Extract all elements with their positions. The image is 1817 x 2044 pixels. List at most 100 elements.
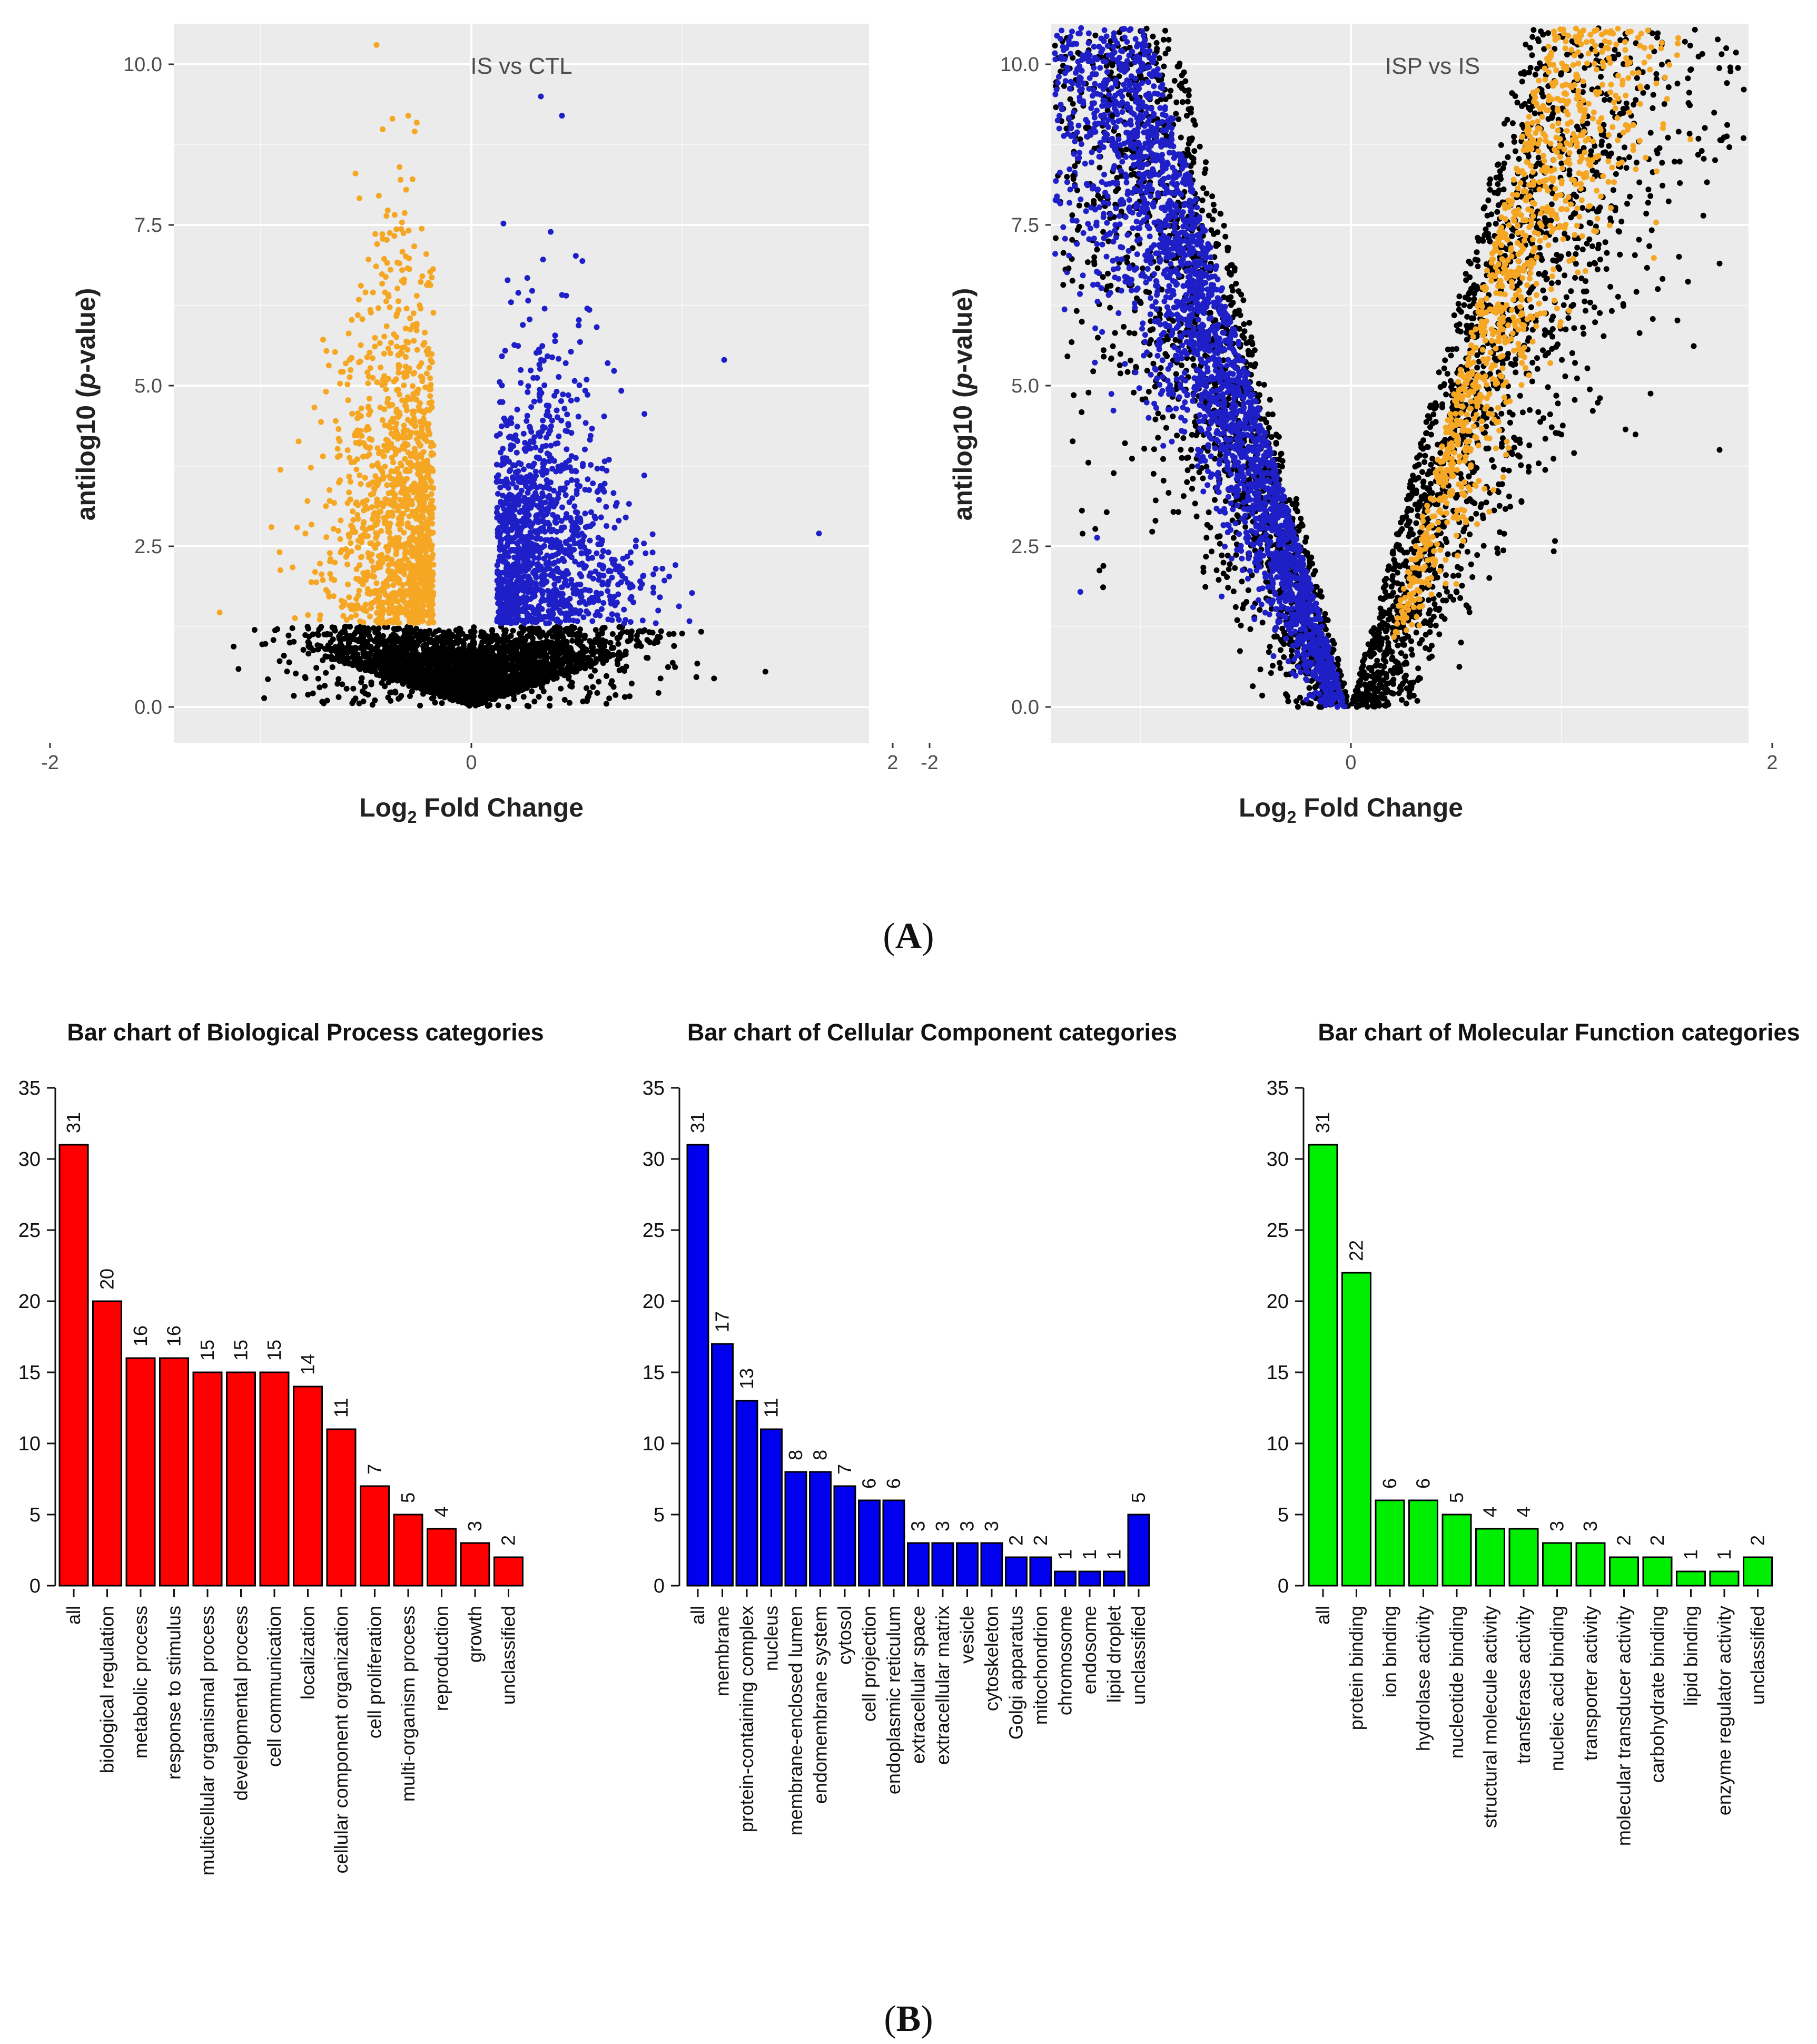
point-significant-orange	[418, 593, 424, 598]
point-not-significant	[655, 690, 661, 696]
point-not-significant	[381, 675, 387, 682]
point-significant-orange	[348, 614, 354, 621]
point-significant-orange	[376, 193, 382, 199]
point-not-significant	[366, 644, 372, 650]
point-significant-orange	[382, 289, 388, 296]
point-significant-blue	[505, 277, 511, 283]
point-significant-orange	[292, 615, 298, 621]
point-not-significant	[679, 631, 685, 637]
point-significant-orange	[369, 355, 376, 361]
point-significant-orange	[358, 413, 364, 419]
point-significant-blue	[586, 573, 592, 579]
point-significant-orange	[378, 609, 384, 615]
point-significant-orange	[356, 359, 362, 366]
point-significant-blue	[542, 425, 548, 431]
point-not-significant	[371, 646, 378, 652]
point-not-significant	[265, 676, 271, 682]
point-significant-blue	[614, 612, 620, 618]
point-significant-blue	[633, 543, 639, 549]
point-significant-orange	[391, 537, 397, 543]
point-not-significant	[544, 679, 550, 685]
point-significant-blue	[528, 404, 535, 410]
point-not-significant	[334, 681, 341, 687]
point-significant-orange	[410, 310, 417, 317]
point-not-significant	[564, 659, 570, 664]
point-significant-blue	[577, 519, 584, 525]
point-significant-blue	[616, 517, 622, 524]
point-not-significant	[281, 653, 287, 659]
point-not-significant	[496, 661, 502, 667]
point-not-significant	[555, 637, 561, 643]
point-significant-blue	[550, 512, 556, 518]
point-significant-blue	[528, 524, 534, 530]
point-significant-orange	[337, 380, 343, 387]
point-significant-orange	[383, 323, 390, 329]
point-significant-orange	[330, 526, 337, 532]
point-not-significant	[613, 692, 619, 698]
point-not-significant	[600, 660, 606, 666]
point-significant-orange	[412, 423, 418, 429]
point-significant-blue	[538, 536, 544, 542]
point-significant-orange	[398, 460, 403, 467]
point-significant-blue	[621, 620, 627, 626]
point-not-significant	[609, 631, 616, 637]
point-not-significant	[359, 675, 365, 681]
point-significant-orange	[290, 564, 295, 571]
point-significant-orange	[411, 129, 418, 135]
point-not-significant	[698, 628, 704, 635]
point-not-significant	[304, 624, 311, 630]
point-significant-orange	[401, 422, 407, 429]
point-significant-orange	[366, 411, 372, 418]
point-significant-orange	[277, 567, 283, 573]
point-not-significant	[571, 631, 578, 637]
point-significant-orange	[380, 126, 386, 132]
point-not-significant	[564, 640, 570, 646]
point-significant-orange	[392, 425, 399, 431]
point-significant-orange	[370, 289, 376, 296]
point-significant-orange	[429, 274, 435, 281]
point-significant-blue	[534, 375, 540, 381]
point-significant-orange	[418, 598, 424, 604]
point-not-significant	[289, 625, 295, 631]
point-significant-orange	[338, 597, 344, 604]
point-significant-orange	[381, 515, 387, 521]
point-not-significant	[409, 677, 414, 684]
point-not-significant	[590, 684, 596, 690]
point-significant-orange	[385, 548, 391, 554]
point-not-significant	[421, 642, 428, 648]
point-significant-blue	[581, 565, 587, 571]
point-significant-orange	[398, 568, 404, 575]
point-not-significant	[546, 663, 552, 670]
point-significant-blue	[566, 457, 572, 464]
point-significant-blue	[610, 490, 617, 496]
point-significant-orange	[387, 267, 393, 273]
point-significant-orange	[409, 589, 415, 595]
point-significant-blue	[500, 446, 506, 452]
point-significant-blue	[549, 354, 555, 360]
point-not-significant	[276, 658, 283, 664]
point-significant-orange	[308, 465, 314, 471]
point-not-significant	[540, 688, 547, 694]
point-not-significant	[623, 663, 629, 670]
point-significant-orange	[398, 176, 403, 183]
point-significant-blue	[653, 620, 659, 626]
point-significant-orange	[366, 257, 372, 263]
point-not-significant	[405, 657, 411, 663]
point-significant-blue	[527, 604, 534, 611]
point-significant-orange	[407, 564, 413, 571]
point-significant-orange	[302, 530, 309, 537]
point-significant-orange	[406, 228, 412, 234]
point-significant-blue	[586, 587, 591, 594]
point-not-significant	[665, 664, 671, 670]
point-significant-orange	[418, 530, 424, 537]
point-not-significant	[322, 683, 328, 689]
point-not-significant	[490, 677, 496, 684]
point-significant-blue	[551, 582, 558, 587]
point-not-significant	[489, 647, 495, 653]
point-significant-blue	[590, 480, 596, 487]
point-significant-orange	[407, 315, 413, 321]
point-significant-orange	[372, 335, 378, 341]
point-significant-orange	[423, 519, 430, 525]
point-significant-orange	[389, 597, 395, 604]
point-not-significant	[594, 690, 600, 696]
